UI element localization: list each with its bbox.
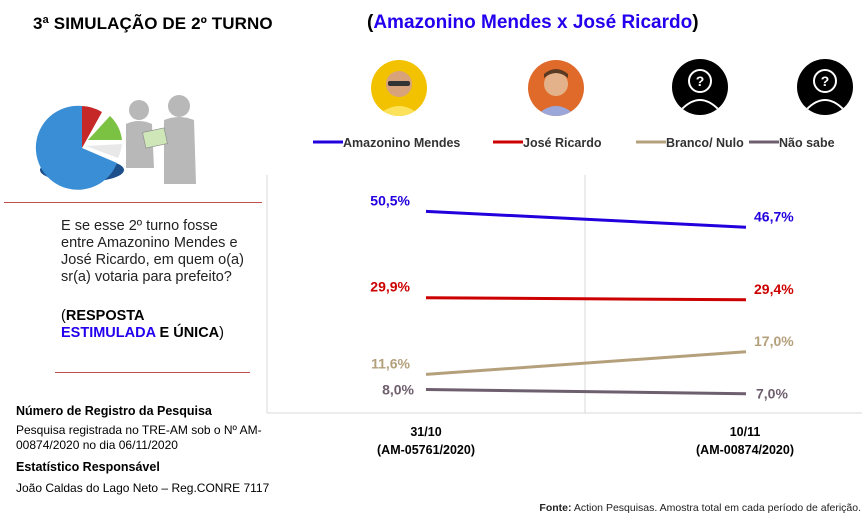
x-label-code-1: (AM-00874/2020) bbox=[696, 443, 794, 457]
registration-heading: Número de Registro da Pesquisa bbox=[16, 404, 212, 418]
resp-close: ) bbox=[219, 325, 225, 341]
matchup-names: Amazonino Mendes x José Ricardo bbox=[373, 12, 693, 33]
series-line-nao-sabe bbox=[425, 388, 747, 396]
x-label-date-0: 31/10 bbox=[410, 425, 441, 439]
jose-ricardo-avatar bbox=[528, 60, 584, 116]
statistician-name: João Caldas do Lago Neto – Reg.CONRE 711… bbox=[16, 481, 270, 495]
resp-word1: RESPOSTA bbox=[65, 308, 145, 324]
legend-label-amazonino-mendes: Amazonino Mendes bbox=[343, 136, 460, 150]
legend-label-jose-ricardo: José Ricardo bbox=[523, 136, 602, 150]
response-type: (RESPOSTA ESTIMULADA E ÚNICA) bbox=[61, 308, 261, 342]
chart-legend: Amazonino Mendes José Ricardo Branco/ Nulo… bbox=[313, 136, 835, 150]
resp-word3: E ÚNICA bbox=[155, 325, 220, 341]
x-label-date-1: 10/11 bbox=[730, 425, 761, 439]
legend-label-branco-nulo: Branco/ Nulo bbox=[666, 136, 744, 150]
resp-open: ( bbox=[61, 308, 66, 324]
source-note: Fonte: Action Pesquisas. Amostra total e… bbox=[539, 502, 861, 514]
data-label-jose-ricardo-0: 29,9% bbox=[370, 279, 410, 295]
series-line-jose-ricardo bbox=[425, 296, 747, 302]
source-text: Action Pesquisas. Amostra total em cada … bbox=[571, 502, 861, 514]
data-label-amazonino-mendes-1: 46,7% bbox=[754, 208, 794, 224]
source-label: Fonte: bbox=[539, 502, 572, 514]
unknown-person-icon: ? bbox=[797, 59, 853, 115]
divider bbox=[4, 202, 262, 203]
chart-series: 50,5% 46,7% 29,9% 29,4% 11,6% 17,0% 8,0% 7,0% bbox=[370, 192, 794, 401]
matchup-close: ) bbox=[692, 12, 699, 33]
data-label-nao-sabe-0: 8,0% bbox=[382, 382, 414, 398]
page-title: 3ª SIMULAÇÃO DE 2º TURNO bbox=[33, 14, 273, 33]
matchup-open: ( bbox=[367, 12, 374, 33]
unknown-person-icon: ? bbox=[672, 59, 728, 115]
pie-chart-and-people-icon bbox=[35, 95, 196, 190]
x-axis-labels: 31/10 (AM-05761/2020) 10/11 (AM-00874/2020) bbox=[377, 425, 794, 457]
legend-label-nao-sabe: Não sabe bbox=[779, 136, 835, 150]
svg-text:?: ? bbox=[696, 73, 705, 89]
divider bbox=[55, 372, 250, 373]
amazonino-avatar bbox=[371, 60, 427, 116]
statistician-heading: Estatístico Responsável bbox=[16, 460, 160, 474]
x-label-code-0: (AM-05761/2020) bbox=[377, 443, 475, 457]
series-line-amazonino-mendes bbox=[425, 209, 747, 229]
resp-word2: ESTIMULADA bbox=[61, 325, 156, 341]
question-text: E se esse 2º turno fosse entre Amazonino… bbox=[61, 218, 244, 285]
data-label-branco-nulo-0: 11,6% bbox=[371, 355, 410, 371]
series-line-branco-nulo bbox=[425, 350, 747, 376]
svg-text:?: ? bbox=[821, 73, 830, 89]
data-label-jose-ricardo-1: 29,4% bbox=[754, 281, 794, 297]
registration-text: Pesquisa registrada no TRE-AM sob o Nº A… bbox=[16, 423, 262, 452]
matchup-title: (Amazonino Mendes x José Ricardo) bbox=[367, 12, 699, 34]
data-label-nao-sabe-1: 7,0% bbox=[756, 386, 788, 402]
data-label-amazonino-mendes-0: 50,5% bbox=[370, 192, 410, 208]
data-label-branco-nulo-1: 17,0% bbox=[754, 333, 794, 349]
